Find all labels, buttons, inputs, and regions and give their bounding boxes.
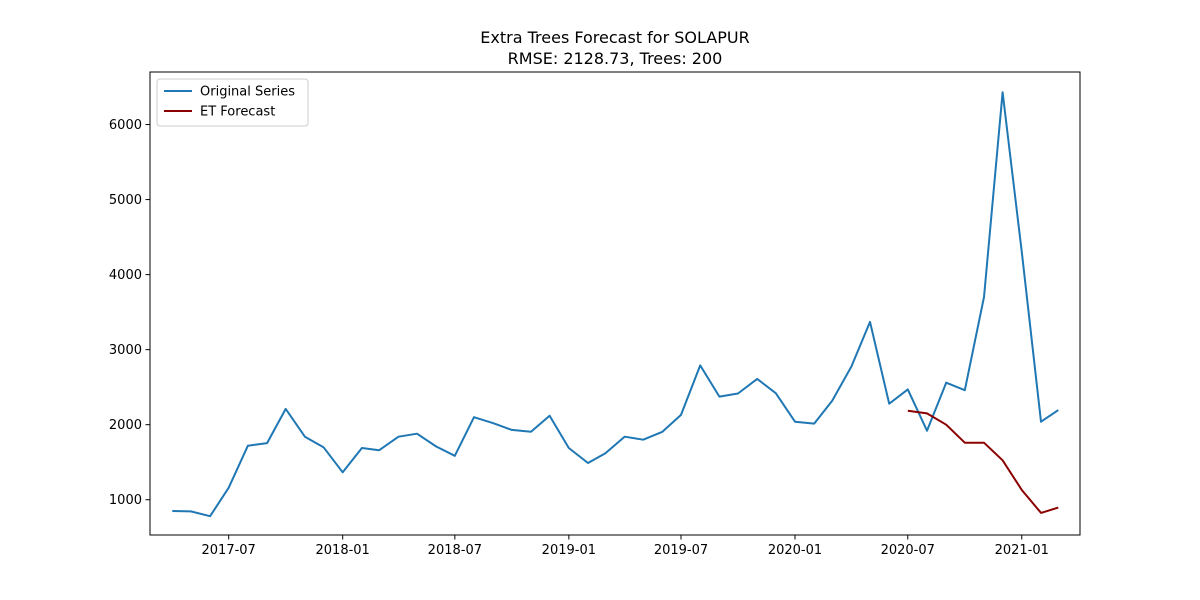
chart-subtitle: RMSE: 2128.73, Trees: 200 bbox=[508, 49, 723, 68]
x-axis: 2017-07 2018-01 2018-07 2019-01 2019-07 2020-… bbox=[202, 535, 1049, 558]
legend-box bbox=[156, 78, 309, 127]
chart-title: Extra Trees Forecast for SOLAPUR bbox=[480, 28, 749, 47]
y-tick-label: 6000 bbox=[109, 118, 142, 133]
x-tick-label: 2018-01 bbox=[316, 543, 370, 558]
legend-label-original-series: Original Series bbox=[200, 85, 295, 100]
y-tick-label: 4000 bbox=[109, 268, 142, 283]
y-tick-label: 1000 bbox=[109, 493, 142, 508]
x-tick-label: 2021-01 bbox=[995, 543, 1049, 558]
plot-series bbox=[172, 91, 1059, 518]
series-line-et-forecast bbox=[907, 409, 1059, 514]
legend: Original Series ET Forecast bbox=[156, 78, 309, 127]
x-tick-label: 2020-07 bbox=[881, 543, 935, 558]
y-tick-label: 2000 bbox=[109, 418, 142, 433]
plot-frame bbox=[149, 71, 1081, 536]
y-axis: 1000 2000 3000 4000 5000 6000 bbox=[109, 118, 150, 508]
y-tick-label: 3000 bbox=[109, 343, 142, 358]
x-tick-label: 2018-07 bbox=[428, 543, 482, 558]
x-tick-label: 2019-07 bbox=[654, 543, 708, 558]
y-tick-label: 5000 bbox=[109, 193, 142, 208]
x-tick-label: 2019-01 bbox=[542, 543, 596, 558]
legend-label-et-forecast: ET Forecast bbox=[200, 105, 275, 120]
series-line-original-series bbox=[172, 91, 1059, 518]
x-tick-label: 2020-01 bbox=[768, 543, 822, 558]
x-tick-label: 2017-07 bbox=[202, 543, 256, 558]
